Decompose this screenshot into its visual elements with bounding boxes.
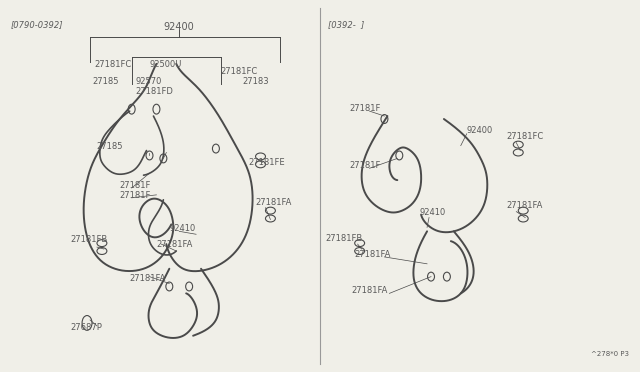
Text: 27181FD: 27181FD <box>136 87 173 96</box>
Text: 92410: 92410 <box>419 208 445 217</box>
Text: 27181FB: 27181FB <box>325 234 362 243</box>
Text: 92400: 92400 <box>164 22 195 32</box>
Text: 27181FA: 27181FA <box>352 286 388 295</box>
Text: 27185: 27185 <box>96 142 122 151</box>
Text: 27181FC: 27181FC <box>94 60 131 69</box>
Text: 92400: 92400 <box>467 126 493 135</box>
Text: ^278*0 P3: ^278*0 P3 <box>591 352 629 357</box>
Text: 27181FA: 27181FA <box>506 201 543 210</box>
Text: 27181F: 27181F <box>349 161 381 170</box>
Text: 27181FC: 27181FC <box>506 132 543 141</box>
Text: 27181F: 27181F <box>120 181 151 190</box>
Text: 27181FA: 27181FA <box>130 273 166 283</box>
Text: 92410: 92410 <box>170 224 196 233</box>
Text: 27687P: 27687P <box>70 323 102 332</box>
Text: 92500U: 92500U <box>150 60 182 69</box>
Text: 27181FA: 27181FA <box>156 240 193 249</box>
Text: 27181FA: 27181FA <box>255 198 292 207</box>
Text: 27181FE: 27181FE <box>248 158 285 167</box>
Text: 27181FC: 27181FC <box>221 67 258 76</box>
Text: [0790-0392]: [0790-0392] <box>11 20 63 29</box>
Text: 27181FA: 27181FA <box>355 250 391 259</box>
Text: [0392-  ]: [0392- ] <box>328 20 364 29</box>
Text: 27185: 27185 <box>92 77 118 86</box>
Text: 27181FB: 27181FB <box>70 235 108 244</box>
Text: 27181F: 27181F <box>120 191 151 200</box>
Text: 92570: 92570 <box>136 77 162 86</box>
Text: 27183: 27183 <box>243 77 269 86</box>
Text: 27181F: 27181F <box>349 104 381 113</box>
